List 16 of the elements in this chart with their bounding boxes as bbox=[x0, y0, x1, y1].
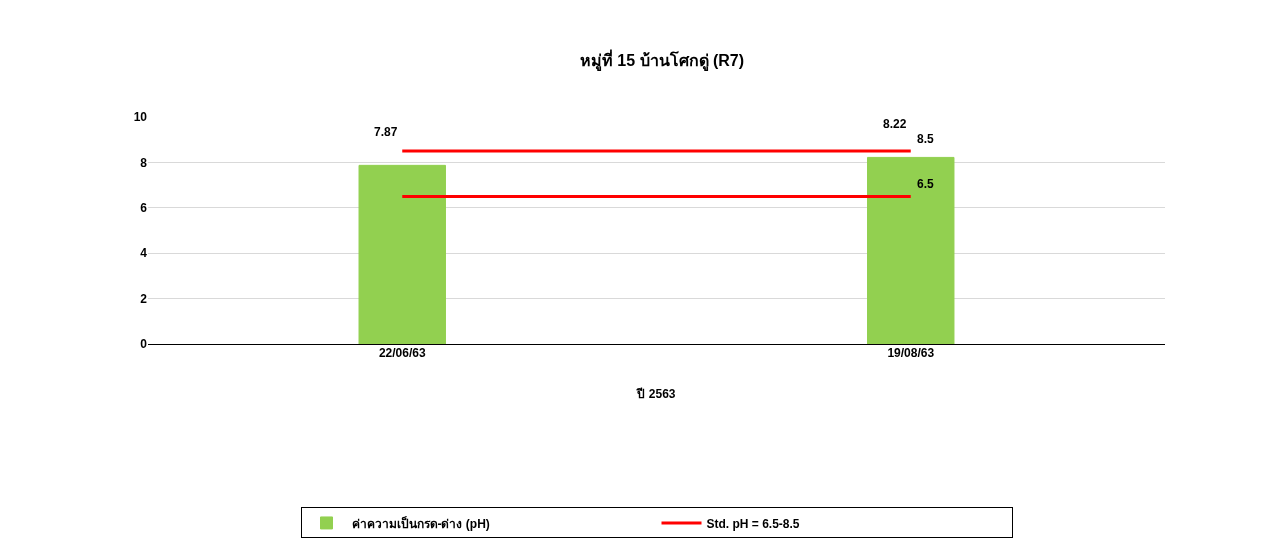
x-tick-label: 19/08/63 bbox=[887, 346, 935, 360]
legend-label: Std. pH = 6.5-8.5 bbox=[706, 516, 800, 531]
data-label: 8.22 bbox=[883, 117, 907, 131]
y-tick-label: 10 bbox=[133, 110, 148, 125]
x-axis-title: ปี 2563 bbox=[636, 386, 676, 401]
y-tick-label: 8 bbox=[140, 155, 148, 170]
chart-title: หมู่ที่ 15 บ้านโศกดู่ (R7) bbox=[579, 49, 745, 73]
data-label: 7.87 bbox=[374, 125, 398, 139]
x-tick-label: 22/06/63 bbox=[378, 346, 426, 360]
y-tick-label: 6 bbox=[140, 201, 148, 215]
data-label: 6.5 bbox=[917, 177, 935, 191]
legend-label: ค่าความเป็นกรด-ด่าง (pH) bbox=[351, 515, 490, 531]
y-tick-label: 0 bbox=[140, 337, 148, 352]
data-label: 8.5 bbox=[917, 132, 935, 146]
y-tick-label: 4 bbox=[140, 246, 148, 261]
y-tick-label: 2 bbox=[140, 291, 148, 306]
